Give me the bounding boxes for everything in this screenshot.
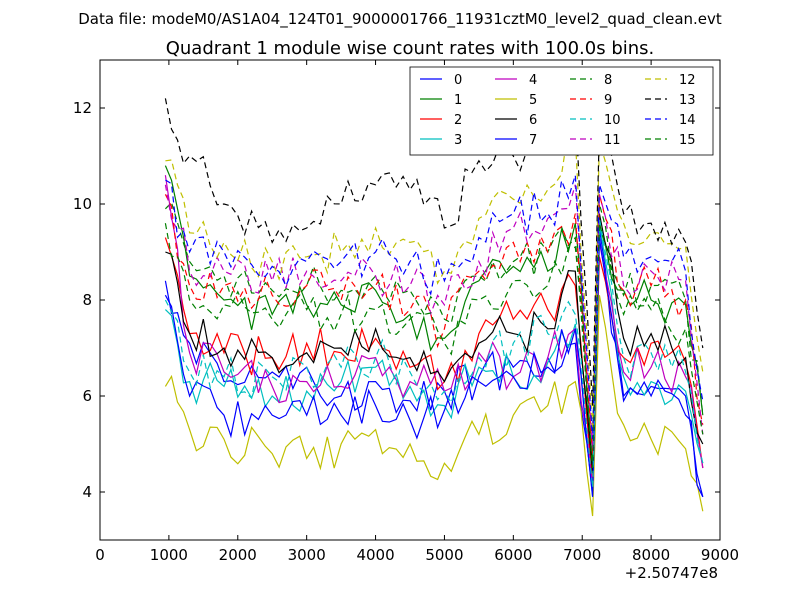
series-line-7 bbox=[164, 237, 704, 498]
legend-label-7: 7 bbox=[529, 133, 537, 148]
y-tick-label: 10 bbox=[73, 195, 92, 213]
x-tick-label: 4000 bbox=[356, 546, 394, 564]
x-tick-label: 7000 bbox=[563, 546, 601, 564]
x-tick-label: 5000 bbox=[425, 546, 463, 564]
x-tick-label: 6000 bbox=[494, 546, 532, 564]
series-line-5 bbox=[164, 295, 704, 517]
series-line-12 bbox=[165, 127, 704, 430]
ticks-layer: 0 1000 2000 3000 4000 5000 6000 7000 8000 9000 4 6 8… bbox=[73, 60, 739, 564]
legend-label-15: 15 bbox=[679, 133, 696, 148]
legend-label-2: 2 bbox=[454, 113, 462, 128]
series-line-10 bbox=[164, 218, 704, 488]
legend-label-1: 1 bbox=[454, 93, 462, 108]
series-line-9 bbox=[164, 194, 704, 454]
x-tick-label: 9000 bbox=[701, 546, 739, 564]
chart-title: Quadrant 1 module wise count rates with … bbox=[166, 38, 655, 59]
series-line-4 bbox=[164, 175, 704, 488]
y-tick-label: 6 bbox=[82, 387, 92, 405]
series-line-8 bbox=[164, 201, 704, 464]
y-tick-label: 8 bbox=[82, 291, 92, 309]
legend-label-5: 5 bbox=[529, 93, 537, 108]
series-line-13 bbox=[164, 98, 704, 406]
legend-label-12: 12 bbox=[679, 73, 696, 88]
legend-box bbox=[409, 66, 714, 156]
x-tick-label: 1000 bbox=[150, 546, 188, 564]
series-line-15 bbox=[164, 223, 704, 469]
x-tick-label: 3000 bbox=[288, 546, 326, 564]
legend-label-14: 14 bbox=[679, 113, 696, 128]
legend-label-10: 10 bbox=[604, 113, 621, 128]
y-tick-label: 12 bbox=[73, 99, 92, 117]
series-line-11 bbox=[164, 184, 704, 449]
legend-label-13: 13 bbox=[679, 93, 696, 108]
legend-label-3: 3 bbox=[454, 133, 462, 148]
x-tick-label: 8000 bbox=[632, 546, 670, 564]
x-tick-label: 2000 bbox=[219, 546, 257, 564]
x-tick-label: 0 bbox=[95, 546, 105, 564]
legend-label-11: 11 bbox=[604, 133, 621, 148]
legend-label-6: 6 bbox=[529, 113, 537, 128]
legend-label-8: 8 bbox=[604, 73, 612, 88]
series-line-14 bbox=[165, 175, 704, 440]
y-tick-label: 4 bbox=[82, 483, 92, 501]
legend-label-4: 4 bbox=[529, 73, 537, 88]
series-layer bbox=[164, 98, 704, 517]
series-line-6 bbox=[165, 213, 704, 473]
x-offset-label: +2.50747e8 bbox=[625, 564, 718, 582]
suptitle: Data file: modeM0/AS1A04_124T01_90000017… bbox=[78, 10, 722, 29]
series-line-3 bbox=[164, 223, 704, 497]
legend-label-0: 0 bbox=[454, 73, 462, 88]
legend-label-9: 9 bbox=[604, 93, 612, 108]
